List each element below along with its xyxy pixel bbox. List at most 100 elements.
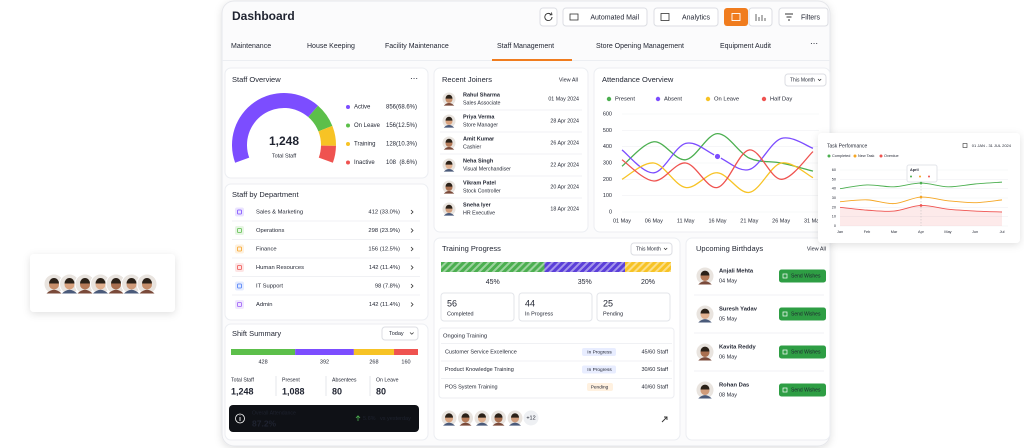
chevron-icon[interactable] [410,283,414,289]
joiner-avatar-hair [445,204,453,209]
period-label[interactable]: Today [389,331,404,337]
group-avatar-body [108,289,124,294]
group-avatar-body [139,289,155,294]
department-value: 156 (12.5%) [368,247,400,253]
period-dropdown[interactable] [630,242,673,256]
joiner-name: Priya Verma [463,114,495,120]
send-wishes-label[interactable]: Send Wishes [791,273,821,279]
trainee-avatar-body [476,422,488,426]
send-wishes-label[interactable]: Send Wishes [791,349,821,355]
card-title: Recent Joiners [442,75,492,84]
joiner-date: 28 Apr 2024 [550,118,579,124]
legend-dot [853,154,857,158]
joiner-avatar-hair [445,138,453,143]
tab[interactable]: Store Opening Management [596,43,684,50]
period-label[interactable]: This Month [790,77,815,83]
shift-value-label: 160 [401,359,410,365]
stat-label: Present [282,377,300,383]
tab[interactable]: Equipment Audit [720,43,771,50]
x-tick-label: 26 May [772,218,790,224]
analytics-button[interactable] [653,7,719,27]
automated-mail-button[interactable] [562,7,648,27]
trainee-avatar-hair [445,413,453,418]
group-avatar-hair [80,278,90,284]
legend-label: Overdue [884,154,899,158]
birthday-avatar-body [698,319,712,323]
training-percent-label: 35% [578,279,592,286]
status-label: In Progress [587,349,612,355]
department-name: Admin [256,302,272,308]
tooltip-legend-dot [919,175,921,178]
section-title: Ongoing Training [443,334,487,340]
tab-active[interactable]: Staff Management [497,43,554,50]
tooltip-legend-dot [910,175,912,178]
y-tick-label: 600 [603,111,612,117]
expand-arrow-icon[interactable] [661,416,668,423]
chart-view-toggle[interactable] [748,7,773,27]
chevron-icon[interactable] [410,228,414,233]
filters-button[interactable] [778,7,829,27]
card-title: Staff by Department [232,190,299,199]
refresh-button[interactable] [539,7,558,27]
more-menu-icon[interactable]: ⋯ [410,74,418,83]
card-title: Attendance Overview [602,75,674,84]
tab[interactable]: House Keeping [307,43,355,50]
period-dropdown[interactable] [784,73,827,87]
shift-bar-segment [295,349,354,355]
view-all-link[interactable]: View All [559,77,578,83]
department-icon [237,265,242,270]
legend-dot [761,96,767,102]
tabs-more-icon[interactable]: ⋯ [810,39,818,48]
y-tick-label: 20 [832,205,836,209]
send-wishes-button[interactable] [779,307,826,321]
legend-share: (8.6%) [399,160,417,166]
chevron-icon[interactable] [410,209,414,215]
joiner-role: Sales Associate [463,100,500,106]
x-tick-label: 21 May [740,218,758,224]
joiner-date: 22 Apr 2024 [550,162,579,168]
send-wishes-label[interactable]: Send Wishes [791,311,821,317]
period-dropdown[interactable] [381,326,419,341]
department-icon-bg [235,263,244,272]
automated-mail-button-label[interactable]: Automated Mail [590,14,639,21]
group-avatar-body [93,289,108,294]
y-tick-label: 10 [832,215,836,219]
birthday-avatar-hair [700,270,710,276]
period-label[interactable]: This Month [636,246,661,252]
chevron-icon[interactable] [410,302,414,307]
filters-button-label[interactable]: Filters [801,14,821,21]
legend-label: Training [354,142,375,148]
joiner-name: Sneha Iyer [463,202,492,208]
total-label: Total Staff [272,153,297,159]
analytics-button-label[interactable]: Analytics [682,14,711,21]
y-tick-label: 30 [832,196,836,200]
view-all-link[interactable]: View All [807,246,826,252]
grid-view-toggle[interactable] [724,8,748,26]
overall-value: 87.2% [252,418,277,428]
shift-bar-segment [394,349,418,355]
tab[interactable]: Maintenance [231,43,271,50]
joiner-avatar-body [443,169,455,172]
chevron-icon[interactable] [410,246,414,252]
joiner-role: Cashier [463,144,481,150]
page-title: Dashboard [232,9,295,23]
y-tick-label: 400 [603,144,612,150]
chevron-icon[interactable] [410,265,414,270]
series-line [621,149,814,189]
send-wishes-button[interactable] [779,383,826,397]
department-value: 412 (33.0%) [368,210,400,216]
department-value: 98 (7.8%) [375,284,400,290]
send-wishes-button[interactable] [779,345,826,359]
overall-change: 5.6% [363,416,376,422]
send-wishes-button[interactable] [779,269,826,283]
x-tick-label: May [944,230,951,234]
analytics-icon [660,13,670,21]
training-percent-label: 45% [486,279,500,286]
tab[interactable]: Facility Maintenance [385,43,449,50]
send-wishes-label[interactable]: Send Wishes [791,387,821,393]
dropdown-caret [817,78,822,82]
tooltip-box [906,164,938,183]
stat-value: 80 [376,386,386,396]
